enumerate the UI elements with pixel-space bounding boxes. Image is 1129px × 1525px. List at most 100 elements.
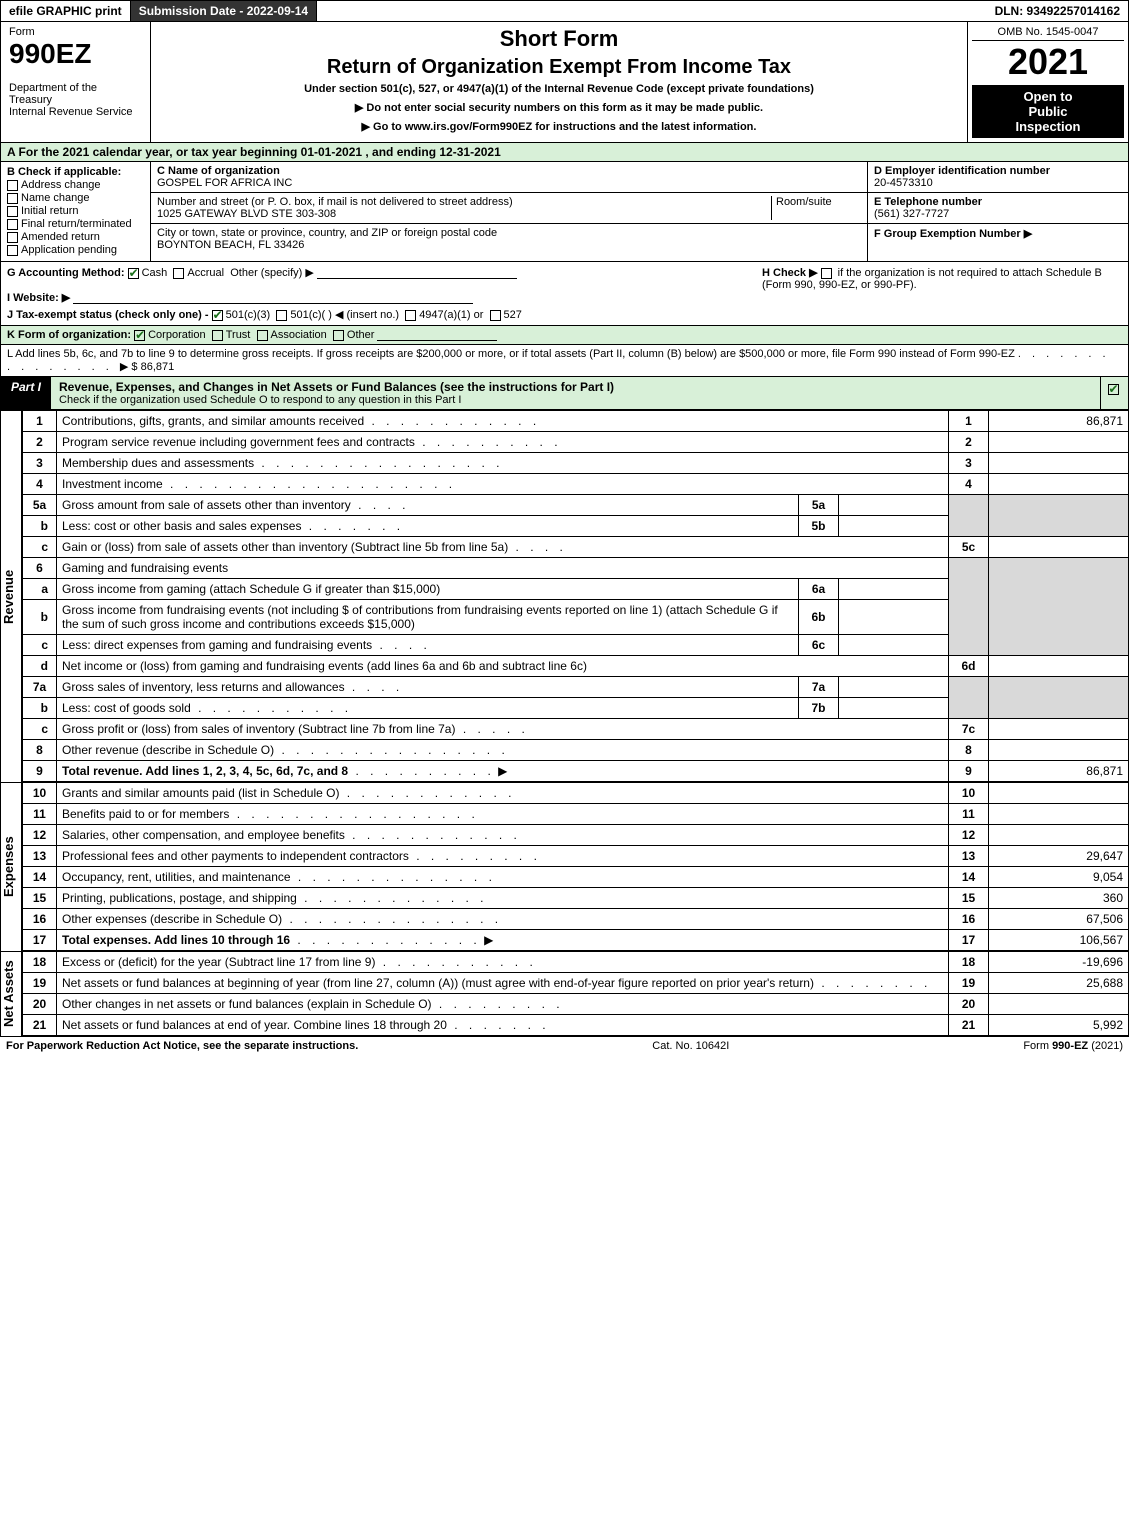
check-501c3[interactable] <box>212 310 223 321</box>
line-14: 14Occupancy, rent, utilities, and mainte… <box>23 867 1129 888</box>
section-i: I Website: ▶ <box>7 291 1122 304</box>
check-h[interactable] <box>821 268 832 279</box>
check-4947[interactable] <box>405 310 416 321</box>
section-c: C Name of organization GOSPEL FOR AFRICA… <box>151 162 868 261</box>
header-left: Form 990EZ Department of the Treasury In… <box>1 22 151 142</box>
line-9: 9Total revenue. Add lines 1, 2, 3, 4, 5c… <box>23 761 1129 782</box>
part1-tag: Part I <box>1 377 51 409</box>
line-6d: dNet income or (loss) from gaming and fu… <box>23 656 1129 677</box>
line-15: 15Printing, publications, postage, and s… <box>23 888 1129 909</box>
org-name: GOSPEL FOR AFRICA INC <box>157 177 292 189</box>
check-amended-return[interactable]: Amended return <box>7 231 144 243</box>
line-5a: 5aGross amount from sale of assets other… <box>23 495 1129 516</box>
form-header: Form 990EZ Department of the Treasury In… <box>0 22 1129 143</box>
form-word: Form <box>9 26 35 38</box>
top-bar: efile GRAPHIC print Submission Date - 20… <box>0 0 1129 22</box>
section-h: H Check ▶ if the organization is not req… <box>762 266 1122 291</box>
line-10: 10Grants and similar amounts paid (list … <box>23 783 1129 804</box>
section-a: A For the 2021 calendar year, or tax yea… <box>0 143 1129 162</box>
city-label: City or town, state or province, country… <box>157 227 497 239</box>
section-k: K Form of organization: Corporation Trus… <box>0 326 1129 345</box>
line-12: 12Salaries, other compensation, and empl… <box>23 825 1129 846</box>
room-label: Room/suite <box>776 196 832 208</box>
net-assets-vertical-label: Net Assets <box>0 951 22 1036</box>
check-trust[interactable] <box>212 330 223 341</box>
section-def: D Employer identification number 20-4573… <box>868 162 1128 261</box>
check-other-org[interactable] <box>333 330 344 341</box>
check-527[interactable] <box>490 310 501 321</box>
line-4: 4Investment income . . . . . . . . . . .… <box>23 474 1129 495</box>
omb-number: OMB No. 1545-0047 <box>972 26 1124 41</box>
line-19: 19Net assets or fund balances at beginni… <box>23 973 1129 994</box>
title-short-form: Short Form <box>159 26 959 52</box>
part1-header: Part I Revenue, Expenses, and Changes in… <box>0 377 1129 410</box>
street-label: Number and street (or P. O. box, if mail… <box>157 196 513 208</box>
inspection-badge: Open to Public Inspection <box>972 85 1124 138</box>
line-11: 11Benefits paid to or for members . . . … <box>23 804 1129 825</box>
phone-value: (561) 327-7727 <box>874 208 949 220</box>
section-ghij: H Check ▶ if the organization is not req… <box>0 262 1129 326</box>
title-return: Return of Organization Exempt From Incom… <box>159 56 959 79</box>
line-21: 21Net assets or fund balances at end of … <box>23 1015 1129 1036</box>
line-2: 2Program service revenue including gover… <box>23 432 1129 453</box>
footer-right: Form 990-EZ (2021) <box>1023 1040 1123 1052</box>
line-5c: cGain or (loss) from sale of assets othe… <box>23 537 1129 558</box>
efile-label: efile GRAPHIC print <box>1 1 131 21</box>
note-ssn: ▶ Do not enter social security numbers o… <box>159 101 959 114</box>
line-6: 6Gaming and fundraising events <box>23 558 1129 579</box>
line-16: 16Other expenses (describe in Schedule O… <box>23 909 1129 930</box>
dln-label: DLN: 93492257014162 <box>987 1 1128 21</box>
header-right: OMB No. 1545-0047 2021 Open to Public In… <box>968 22 1128 142</box>
header-center: Short Form Return of Organization Exempt… <box>151 22 968 142</box>
check-initial-return[interactable]: Initial return <box>7 205 144 217</box>
f-label: F Group Exemption Number ▶ <box>874 228 1032 240</box>
expenses-section: Expenses 10Grants and similar amounts pa… <box>0 782 1129 951</box>
check-final-return[interactable]: Final return/terminated <box>7 218 144 230</box>
check-501c[interactable] <box>276 310 287 321</box>
line-1: 1Contributions, gifts, grants, and simil… <box>23 411 1129 432</box>
line-7c: cGross profit or (loss) from sales of in… <box>23 719 1129 740</box>
section-l: L Add lines 5b, 6c, and 7b to line 9 to … <box>0 345 1129 377</box>
line-3: 3Membership dues and assessments . . . .… <box>23 453 1129 474</box>
c-name-label: C Name of organization <box>157 165 280 177</box>
d-label: D Employer identification number <box>874 165 1050 177</box>
line-7a: 7aGross sales of inventory, less returns… <box>23 677 1129 698</box>
line-18: 18Excess or (deficit) for the year (Subt… <box>23 952 1129 973</box>
check-cash[interactable] <box>128 268 139 279</box>
line-13: 13Professional fees and other payments t… <box>23 846 1129 867</box>
form-number: 990EZ <box>9 38 92 69</box>
check-association[interactable] <box>257 330 268 341</box>
line-17: 17Total expenses. Add lines 10 through 1… <box>23 930 1129 951</box>
check-accrual[interactable] <box>173 268 184 279</box>
revenue-table: 1Contributions, gifts, grants, and simil… <box>22 410 1129 782</box>
city-value: BOYNTON BEACH, FL 33426 <box>157 239 304 251</box>
ein-value: 20-4573310 <box>874 177 933 189</box>
line-20: 20Other changes in net assets or fund ba… <box>23 994 1129 1015</box>
expenses-vertical-label: Expenses <box>0 782 22 951</box>
check-application-pending[interactable]: Application pending <box>7 244 144 256</box>
net-assets-table: 18Excess or (deficit) for the year (Subt… <box>22 951 1129 1036</box>
revenue-vertical-label: Revenue <box>0 410 22 782</box>
topbar-spacer <box>317 1 986 21</box>
check-address-change[interactable]: Address change <box>7 179 144 191</box>
net-assets-section: Net Assets 18Excess or (deficit) for the… <box>0 951 1129 1036</box>
part1-check[interactable] <box>1100 377 1128 409</box>
footer-left: For Paperwork Reduction Act Notice, see … <box>6 1040 358 1052</box>
line-8: 8Other revenue (describe in Schedule O) … <box>23 740 1129 761</box>
subtitle: Under section 501(c), 527, or 4947(a)(1)… <box>159 83 959 95</box>
e-label: E Telephone number <box>874 196 982 208</box>
street-value: 1025 GATEWAY BLVD STE 303-308 <box>157 208 336 220</box>
tax-year: 2021 <box>972 41 1124 83</box>
irs-label: Internal Revenue Service <box>9 106 133 118</box>
gross-receipts: ▶ $ 86,871 <box>120 361 174 373</box>
submission-date-button[interactable]: Submission Date - 2022-09-14 <box>131 1 317 21</box>
department-label: Department of the Treasury <box>9 82 97 106</box>
footer-mid: Cat. No. 10642I <box>652 1040 729 1052</box>
section-b-label: B Check if applicable: <box>7 166 121 178</box>
section-j: J Tax-exempt status (check only one) - 5… <box>7 308 1122 321</box>
block-identity: B Check if applicable: Address change Na… <box>0 162 1129 262</box>
check-corporation[interactable] <box>134 330 145 341</box>
page-footer: For Paperwork Reduction Act Notice, see … <box>0 1036 1129 1055</box>
check-name-change[interactable]: Name change <box>7 192 144 204</box>
note-link[interactable]: ▶ Go to www.irs.gov/Form990EZ for instru… <box>159 120 959 133</box>
